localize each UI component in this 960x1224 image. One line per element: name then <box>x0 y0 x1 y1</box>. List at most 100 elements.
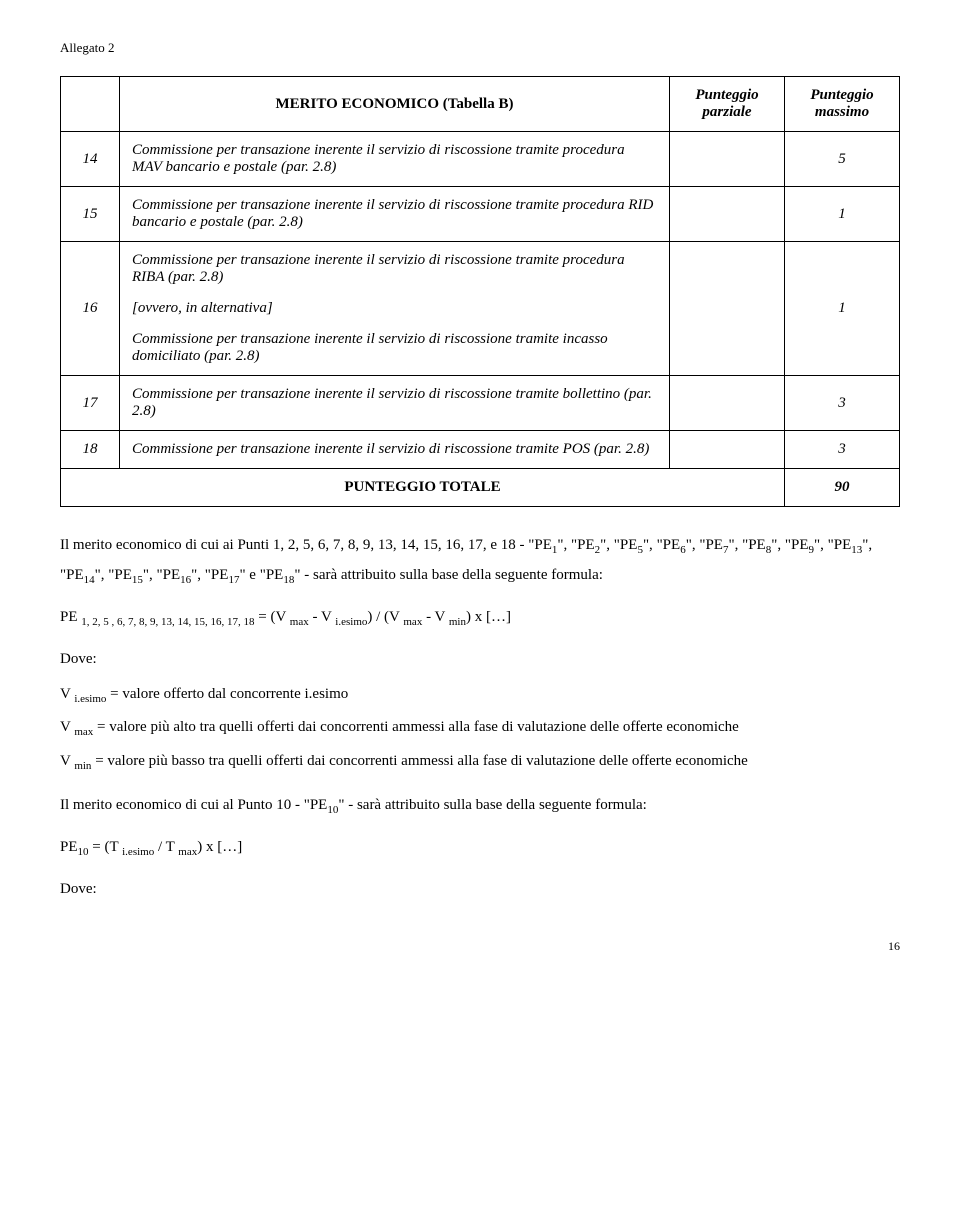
f1sub: 1, 2, 5 , 6, 7, 8, 9, 13, 14, 15, 16, 17… <box>81 616 254 628</box>
allegato-label: Allegato 2 <box>60 40 900 56</box>
row-desc-14: Commissione per transazione inerente il … <box>120 132 670 187</box>
dove-label-1: Dove: <box>60 645 900 674</box>
v-max-def: V max = valore più alto tra quelli offer… <box>60 718 900 739</box>
table-row: 14 Commissione per transazione inerente … <box>61 132 900 187</box>
table-row: 15 Commissione per transazione inerente … <box>61 187 900 242</box>
f2iesimo: i.esimo <box>122 846 154 858</box>
sub-17: 17 <box>228 574 239 586</box>
sub-14: 14 <box>84 574 95 586</box>
vmb: = valore più alto tra quelli offerti dai… <box>93 719 739 735</box>
row-num-17: 17 <box>61 376 120 431</box>
row16-p2: [ovvero, in alternativa] <box>132 300 657 317</box>
formula-2: PE10 = (T i.esimo / T max) x […] <box>60 833 900 863</box>
table-row: 18 Commissione per transazione inerente … <box>61 431 900 469</box>
f1b: = (V <box>255 609 290 625</box>
row-num-14: 14 <box>61 132 120 187</box>
via-sub: i.esimo <box>74 693 106 705</box>
table-row: 17 Commissione per transazione inerente … <box>61 376 900 431</box>
f1c: - V <box>309 609 336 625</box>
p10sub: 10 <box>327 804 338 816</box>
vna-sub: min <box>74 760 91 772</box>
v-min-def: V min = valore più basso tra quelli offe… <box>60 752 900 773</box>
table-total-row: PUNTEGGIO TOTALE 90 <box>61 469 900 507</box>
p10a: Il merito economico di cui al Punto 10 -… <box>60 797 327 813</box>
row-desc-16: Commissione per transazione inerente il … <box>120 242 670 376</box>
row-score-14: 5 <box>785 132 900 187</box>
total-value: 90 <box>785 469 900 507</box>
p3: della seguente formula: <box>462 567 603 583</box>
p2e: ", "PE <box>814 537 851 553</box>
vib: = valore offerto dal concorrente i.esimo <box>106 686 348 702</box>
p1d: ", <box>643 537 653 553</box>
vma-sub: max <box>74 726 93 738</box>
row-desc-17: Commissione per transazione inerente il … <box>120 376 670 431</box>
row-score-16: 1 <box>785 242 900 376</box>
header-massimo-l2: massimo <box>815 104 869 120</box>
p10b: " - sarà attribuito sulla base della seg… <box>338 797 647 813</box>
row16-p1: Commissione per transazione inerente il … <box>132 252 657 286</box>
p2k: " - sarà attribuito sulla base <box>294 567 458 583</box>
row-num-16: 16 <box>61 242 120 376</box>
f2d: ) x […] <box>197 839 242 855</box>
f1a: PE <box>60 609 81 625</box>
table-row: 16 Commissione per transazione inerente … <box>61 242 900 376</box>
v-iesimo-def: V i.esimo = valore offerto dal concorren… <box>60 685 900 706</box>
row-desc-15: Commissione per transazione inerente il … <box>120 187 670 242</box>
sub-18: 18 <box>283 574 294 586</box>
intro-paragraph: Il merito economico di cui ai Punti 1, 2… <box>60 531 900 591</box>
row-parz-15 <box>670 187 785 242</box>
vna: V <box>60 753 74 769</box>
table-title: MERITO ECONOMICO (Tabella B) <box>120 77 670 132</box>
row-parz-16 <box>670 242 785 376</box>
header-empty-num <box>61 77 120 132</box>
p2d: ", "PE <box>771 537 808 553</box>
row-num-15: 15 <box>61 187 120 242</box>
f2a: PE <box>60 839 78 855</box>
sub-16: 16 <box>180 574 191 586</box>
page-number: 16 <box>60 939 900 954</box>
f2b: = (T <box>89 839 123 855</box>
punto-10-attr: Il merito economico di cui al Punto 10 -… <box>60 791 900 821</box>
row-parz-18 <box>670 431 785 469</box>
vnb: = valore più basso tra quelli offerti da… <box>91 753 747 769</box>
vma: V <box>60 719 74 735</box>
sub-15: 15 <box>132 574 143 586</box>
f1d: ) / (V <box>367 609 403 625</box>
f2sub10: 10 <box>78 846 89 858</box>
p2i: ", "PE <box>191 567 228 583</box>
header-parziale: Punteggio parziale <box>670 77 785 132</box>
p2j: " e "PE <box>239 567 283 583</box>
f1min: min <box>449 616 466 628</box>
table-header-row: MERITO ECONOMICO (Tabella B) Punteggio p… <box>61 77 900 132</box>
row-desc-18: Commissione per transazione inerente il … <box>120 431 670 469</box>
header-massimo-l1: Punteggio <box>810 87 873 103</box>
dove-label-2: Dove: <box>60 875 900 904</box>
p2a: "PE <box>657 537 681 553</box>
f1max1: max <box>290 616 309 628</box>
p1a: Il merito economico di cui ai Punti 1, 2… <box>60 537 552 553</box>
row-num-18: 18 <box>61 431 120 469</box>
merito-economico-table: MERITO ECONOMICO (Tabella B) Punteggio p… <box>60 76 900 507</box>
sub-13: 13 <box>851 544 862 556</box>
f1iesimo: i.esimo <box>335 616 367 628</box>
header-parziale-l2: parziale <box>702 104 751 120</box>
via: V <box>60 686 74 702</box>
row-score-17: 3 <box>785 376 900 431</box>
header-massimo: Punteggio massimo <box>785 77 900 132</box>
p1b: ", "PE <box>557 537 594 553</box>
total-label: PUNTEGGIO TOTALE <box>61 469 785 507</box>
p1c: ", "PE <box>600 537 637 553</box>
formula-1: PE 1, 2, 5 , 6, 7, 8, 9, 13, 14, 15, 16,… <box>60 603 900 633</box>
row-score-18: 3 <box>785 431 900 469</box>
p2b: ", "PE <box>686 537 723 553</box>
f1max2: max <box>403 616 422 628</box>
row16-p3: Commissione per transazione inerente il … <box>132 331 657 365</box>
row-score-15: 1 <box>785 187 900 242</box>
f1e: - V <box>422 609 449 625</box>
p2g: ", "PE <box>95 567 132 583</box>
row-parz-14 <box>670 132 785 187</box>
f2max: max <box>178 846 197 858</box>
p2c: ", "PE <box>728 537 765 553</box>
f1f: ) x […] <box>466 609 511 625</box>
header-parziale-l1: Punteggio <box>695 87 758 103</box>
